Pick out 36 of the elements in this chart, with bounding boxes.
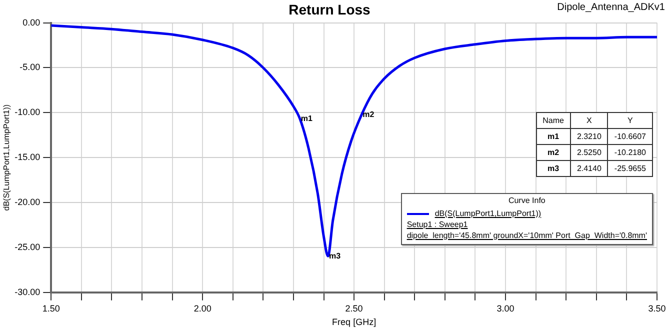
y-axis-title: dB(S(LumpPort1,LumpPort1)): [2, 104, 12, 211]
annotation: m2: [536, 144, 570, 160]
annotation: Setup1 : Sweep1: [406, 218, 469, 230]
x-tick-label: 2.00: [194, 303, 212, 314]
annotation: m2: [362, 110, 375, 119]
annotation: m1: [300, 114, 313, 123]
y-tick-label: -15.00: [14, 152, 40, 162]
chart-title: Return Loss: [288, 1, 371, 18]
y-tick-label: -10.00: [14, 107, 40, 118]
x-tick-label: 3.50: [648, 303, 666, 314]
annotation: Name: [536, 112, 570, 128]
annotation: 2.5250: [570, 144, 608, 160]
x-tick-label: 1.50: [42, 303, 60, 314]
y-tick-label: -30.00: [14, 286, 40, 297]
x-axis-title: Freq [GHz]: [332, 317, 376, 328]
legend-label: dB(S(LumpPort1,LumpPort1)): [434, 208, 542, 218]
annotation: m1: [536, 128, 570, 144]
x-tick-label: 2.50: [345, 303, 363, 314]
x-tick-label: 3.00: [496, 303, 514, 314]
y-tick-label: -25.00: [14, 242, 40, 252]
y-tick-label: -20.00: [14, 197, 40, 208]
annotation: Y: [608, 112, 652, 128]
annotation: 2.3210: [570, 128, 608, 144]
annotation: X: [570, 112, 608, 128]
y-tick-label: 0.00: [22, 17, 40, 28]
annotation: -25.9655: [608, 160, 652, 176]
annotation: 2.4140: [570, 160, 608, 176]
annotation: -10.2180: [608, 144, 652, 160]
line-series: [51, 24, 657, 258]
annotation: -10.6607: [608, 128, 652, 144]
y-tick-label: -5.00: [20, 62, 40, 72]
text: Dipole_Antenna_ADKv1: [557, 2, 665, 13]
legend-title: Curve Info: [507, 194, 546, 207]
annotation: m3: [536, 160, 570, 176]
annotation: dipole_length='45.8mm' groundX='10mm' Port_Gap_Width='0.8mm': [406, 230, 648, 241]
annotation: m3: [329, 251, 342, 260]
